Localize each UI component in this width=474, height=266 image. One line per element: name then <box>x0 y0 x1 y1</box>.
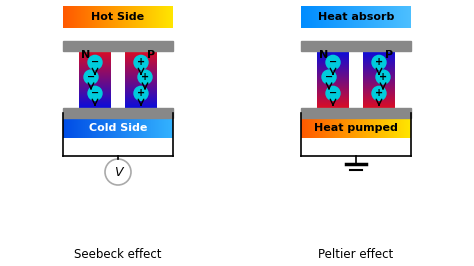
Text: −: − <box>91 57 99 67</box>
Text: N: N <box>81 50 90 60</box>
Bar <box>351 51 361 108</box>
Text: +: + <box>137 57 145 67</box>
Text: Seebeck effect: Seebeck effect <box>74 248 162 261</box>
Text: Heat absorb: Heat absorb <box>318 12 394 22</box>
Circle shape <box>376 70 390 84</box>
Text: −: − <box>87 72 95 82</box>
Bar <box>63 41 173 51</box>
Circle shape <box>84 70 98 84</box>
Text: Heat pumped: Heat pumped <box>314 123 398 133</box>
Text: +: + <box>375 57 383 67</box>
Circle shape <box>105 159 131 185</box>
Circle shape <box>322 70 336 84</box>
Circle shape <box>88 86 102 100</box>
Bar <box>301 41 411 51</box>
Text: P: P <box>385 50 393 60</box>
Bar <box>63 108 173 118</box>
Text: +: + <box>141 72 149 82</box>
Bar <box>113 51 123 108</box>
Text: P: P <box>147 50 155 60</box>
Circle shape <box>326 55 340 69</box>
Bar <box>301 108 411 118</box>
Text: N: N <box>319 50 328 60</box>
Circle shape <box>88 55 102 69</box>
Text: +: + <box>379 72 387 82</box>
Text: Hot Side: Hot Side <box>91 12 145 22</box>
Circle shape <box>326 86 340 100</box>
Circle shape <box>372 86 386 100</box>
Text: Cold Side: Cold Side <box>89 123 147 133</box>
Circle shape <box>138 70 152 84</box>
Circle shape <box>372 55 386 69</box>
Circle shape <box>134 86 148 100</box>
Text: Peltier effect: Peltier effect <box>319 248 393 261</box>
Circle shape <box>134 55 148 69</box>
Text: −: − <box>325 72 333 82</box>
Text: +: + <box>375 88 383 98</box>
Text: +: + <box>137 88 145 98</box>
Text: −: − <box>329 88 337 98</box>
Text: V: V <box>114 165 122 178</box>
Text: −: − <box>329 57 337 67</box>
Text: −: − <box>91 88 99 98</box>
